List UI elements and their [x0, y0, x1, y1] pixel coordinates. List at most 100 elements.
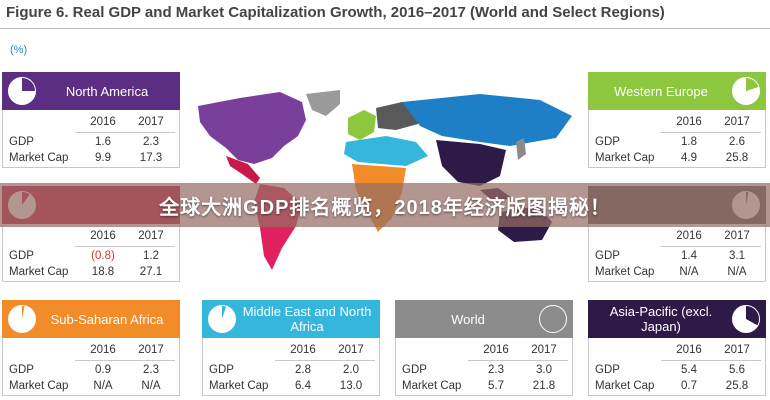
year-header-2017: 2017	[724, 230, 750, 242]
market-cap-2017: 27.1	[139, 266, 163, 278]
map-greenland	[306, 90, 340, 116]
gdp-2017: 1.2	[143, 250, 159, 262]
gdp-2016: (0.8)	[91, 250, 115, 262]
region-name: Sub-Saharan Africa	[50, 311, 164, 327]
banner-text: 全球大洲GDP排名概览，2018年经济版图揭秘！	[159, 196, 611, 219]
year-header-2016: 2016	[290, 344, 316, 356]
gdp-label: GDP	[595, 250, 620, 262]
market-cap-2016: 9.9	[95, 152, 111, 164]
pie-chart-icon	[8, 77, 36, 105]
market-cap-2016: 5.7	[488, 380, 504, 392]
map-north-asia	[402, 94, 572, 146]
market-cap-2016: 4.9	[681, 152, 697, 164]
panel-header: World	[395, 300, 573, 338]
pie-chart-icon	[732, 305, 760, 333]
overlay-banner: 全球大洲GDP排名概览，2018年经济版图揭秘！	[0, 183, 770, 227]
market-cap-label: Market Cap	[209, 380, 269, 392]
map-western-europe	[348, 110, 376, 140]
gdp-label: GDP	[9, 136, 34, 148]
region-name: Asia-Pacific (excl. Japan)	[609, 304, 713, 334]
year-header-2016: 2016	[483, 344, 509, 356]
region-name: Middle East and North Africa	[242, 304, 372, 334]
title-divider	[0, 28, 770, 29]
year-header-2016: 2016	[90, 344, 116, 356]
market-cap-2017: 25.8	[725, 380, 749, 392]
unit-label: (%)	[10, 44, 28, 56]
pie-chart-icon	[732, 77, 760, 105]
year-header-2017: 2017	[724, 344, 750, 356]
gdp-label: GDP	[595, 364, 620, 376]
market-cap-2016: 0.7	[681, 380, 697, 392]
pie-chart-icon	[8, 305, 36, 333]
panel-table: 2016 2017 GDP 0.9 2.3 Market Cap N/A N/A	[2, 338, 180, 396]
panel-header: Western Europe	[588, 72, 766, 110]
market-cap-label: Market Cap	[9, 152, 69, 164]
year-header-2017: 2017	[138, 116, 164, 128]
year-header-2017: 2017	[338, 344, 364, 356]
market-cap-2016: 6.4	[295, 380, 311, 392]
year-header-2016: 2016	[676, 116, 702, 128]
market-cap-label: Market Cap	[402, 380, 462, 392]
market-cap-2017: 17.3	[139, 152, 163, 164]
gdp-2016: 2.8	[295, 364, 311, 376]
pie-chart-icon	[208, 305, 236, 333]
year-header-2017: 2017	[724, 116, 750, 128]
gdp-2017: 3.0	[536, 364, 552, 376]
gdp-2016: 1.8	[681, 136, 697, 148]
gdp-2017: 5.6	[729, 364, 745, 376]
gdp-label: GDP	[209, 364, 234, 376]
map-central-america	[226, 156, 260, 184]
panel-table: 2016 2017 GDP 1.4 3.1 Market Cap N/A N/A	[588, 224, 766, 282]
gdp-2017: 2.0	[343, 364, 359, 376]
region-panel-sub-saharan-africa: Sub-Saharan Africa 2016 2017 GDP 0.9 2.3…	[2, 300, 180, 396]
gdp-label: GDP	[9, 364, 34, 376]
panel-table: 2016 2017 GDP 5.4 5.6 Market Cap 0.7 25.…	[588, 338, 766, 396]
year-header-2016: 2016	[90, 230, 116, 242]
panel-table: 2016 2017 GDP 1.8 2.6 Market Cap 4.9 25.…	[588, 110, 766, 168]
gdp-2017: 2.3	[143, 364, 159, 376]
market-cap-2017: N/A	[141, 380, 161, 392]
figure-title: Figure 6. Real GDP and Market Capitaliza…	[6, 4, 665, 21]
gdp-2017: 2.6	[729, 136, 745, 148]
region-name: Western Europe	[614, 83, 708, 99]
panel-header: Sub-Saharan Africa	[2, 300, 180, 338]
year-header-2016: 2016	[676, 344, 702, 356]
year-header-2017: 2017	[138, 230, 164, 242]
world-map	[198, 90, 572, 270]
market-cap-2017: N/A	[727, 266, 747, 278]
panel-table: 2016 2017 GDP 2.8 2.0 Market Cap 6.4 13.…	[202, 338, 380, 396]
panel-table: 2016 2017 GDP (0.8) 1.2 Market Cap 18.8 …	[2, 224, 180, 282]
table-divider	[468, 360, 568, 361]
gdp-2017: 2.3	[143, 136, 159, 148]
region-panel-asia-pacific: Asia-Pacific (excl. Japan) 2016 2017 GDP…	[588, 300, 766, 396]
gdp-2016: 0.9	[95, 364, 111, 376]
market-cap-2017: 21.8	[532, 380, 556, 392]
market-cap-label: Market Cap	[595, 266, 655, 278]
table-divider	[275, 360, 375, 361]
region-name: North America	[65, 83, 149, 99]
gdp-label: GDP	[9, 250, 34, 262]
gdp-2016: 1.4	[681, 250, 697, 262]
map-north-america	[198, 92, 306, 164]
region-panel-world: World 2016 2017 GDP 2.3 3.0 Market Cap 5…	[395, 300, 573, 396]
table-divider	[75, 132, 175, 133]
year-header-2016: 2016	[90, 116, 116, 128]
region-name: World	[451, 311, 485, 327]
table-divider	[75, 246, 175, 247]
region-panel-western-europe: Western Europe 2016 2017 GDP 1.8 2.6 Mar…	[588, 72, 766, 168]
year-header-2017: 2017	[531, 344, 557, 356]
map-mena	[344, 136, 428, 166]
gdp-2016: 1.6	[95, 136, 111, 148]
market-cap-label: Market Cap	[595, 380, 655, 392]
panel-table: 2016 2017 GDP 1.6 2.3 Market Cap 9.9 17.…	[2, 110, 180, 168]
pie-chart-icon	[539, 305, 567, 333]
gdp-label: GDP	[402, 364, 427, 376]
gdp-label: GDP	[595, 136, 620, 148]
region-panel-north-america: North America 2016 2017 GDP 1.6 2.3 Mark…	[2, 72, 180, 168]
table-divider	[661, 132, 761, 133]
year-header-2017: 2017	[138, 344, 164, 356]
region-panel-middle-east-north-africa: Middle East and North Africa 2016 2017 G…	[202, 300, 380, 396]
panel-header: Asia-Pacific (excl. Japan)	[588, 300, 766, 338]
panel-header: North America	[2, 72, 180, 110]
year-header-2016: 2016	[676, 230, 702, 242]
